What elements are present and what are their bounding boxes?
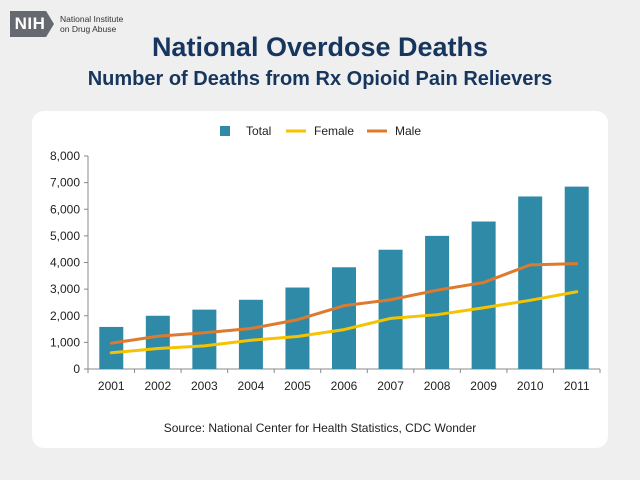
line-female bbox=[109, 290, 579, 355]
y-tick-label: 6,000 bbox=[50, 202, 80, 216]
bar-total-2011 bbox=[564, 186, 589, 369]
legend-label-male: Male bbox=[395, 124, 421, 138]
source-note: Source: National Center for Health Stati… bbox=[163, 421, 477, 435]
y-tick-label: 8,000 bbox=[50, 149, 80, 163]
legend-swatch-total bbox=[220, 126, 230, 136]
bar-total-2010 bbox=[518, 196, 543, 369]
y-tick-label: 4,000 bbox=[50, 256, 80, 270]
x-tick-label: 2002 bbox=[144, 379, 171, 393]
y-tick-label: 5,000 bbox=[50, 229, 80, 243]
overdose-chart: 0 1,000 2,000 3,000 4,000 5,000 6,000 7,000 8,00… bbox=[50, 124, 601, 393]
bar-total-2008 bbox=[425, 235, 450, 369]
x-tick-label: 2008 bbox=[424, 379, 451, 393]
x-tick-label: 2007 bbox=[377, 379, 404, 393]
bar-total-2002 bbox=[145, 315, 170, 369]
x-tick-label: 2006 bbox=[331, 379, 358, 393]
bar-total-2005 bbox=[285, 287, 310, 369]
bar-total-2003 bbox=[192, 309, 217, 369]
x-tick-label: 2001 bbox=[98, 379, 125, 393]
chart-panel: 0 1,000 2,000 3,000 4,000 5,000 6,000 7,000 8,00… bbox=[32, 111, 608, 448]
x-tick-label: 2005 bbox=[284, 379, 311, 393]
x-tick-label: 2004 bbox=[238, 379, 265, 393]
x-tick-label: 2011 bbox=[564, 379, 590, 393]
nih-logo-text: National Institute on Drug Abuse bbox=[60, 14, 124, 34]
bar-total-2007 bbox=[378, 249, 403, 369]
slide-title: National Overdose Deaths bbox=[151, 32, 489, 62]
y-tick-label: 2,000 bbox=[50, 309, 80, 323]
nih-logo-mark: NIH bbox=[10, 11, 54, 37]
bar-total-2004 bbox=[238, 299, 263, 369]
slide-subtitle: Number of Deaths from Rx Opioid Pain Rel… bbox=[87, 68, 553, 90]
y-tick-label: 3,000 bbox=[50, 282, 80, 296]
legend-label-female: Female bbox=[314, 124, 354, 138]
bar-total-2006 bbox=[332, 267, 356, 369]
y-tick-label: 1,000 bbox=[50, 335, 80, 349]
x-tick-label: 2003 bbox=[191, 379, 218, 393]
legend-label-total: Total bbox=[246, 124, 271, 138]
y-tick-label: 7,000 bbox=[50, 176, 80, 190]
nih-logo: NIH National Institute on Drug Abuse bbox=[10, 10, 123, 38]
x-tick-label: 2009 bbox=[470, 379, 497, 393]
x-tick-label: 2010 bbox=[517, 379, 544, 393]
bar-total-2009 bbox=[471, 221, 496, 369]
y-tick-label: 0 bbox=[73, 362, 80, 376]
bar-total-2001 bbox=[99, 326, 124, 369]
line-male bbox=[109, 262, 579, 345]
